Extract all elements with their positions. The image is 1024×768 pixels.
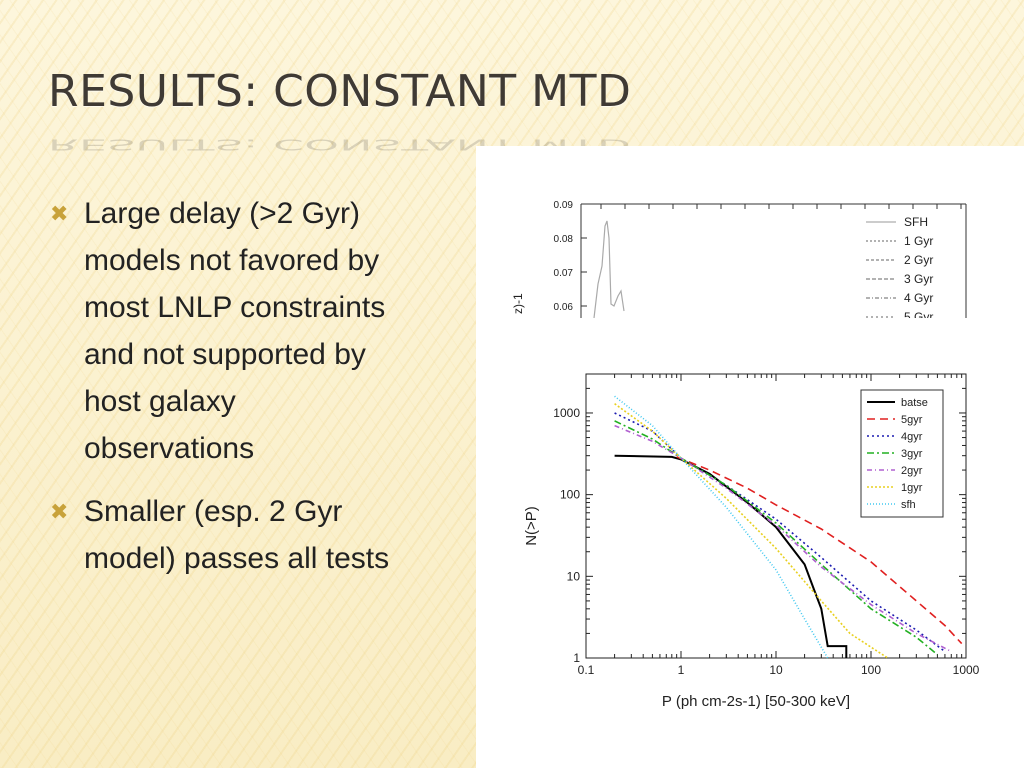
y-tick-label: 1 <box>573 651 580 665</box>
legend-entry: 3gyr <box>901 448 923 460</box>
x-tick-label: 100 <box>861 663 881 677</box>
x-tick-label: 0.1 <box>578 663 595 677</box>
bullet-item: ✖ Smaller (esp. 2 Gyr model) passes all … <box>48 488 478 582</box>
legend-entry: 2gyr <box>901 465 923 477</box>
bullet-line: observations <box>84 432 255 465</box>
y-tick-label: 0.07 <box>554 268 574 279</box>
y-tick-label: 0.06 <box>554 302 574 313</box>
series-line-sfh <box>614 395 829 659</box>
plot-frame <box>585 373 967 659</box>
legend-entry: 5gyr <box>901 414 923 426</box>
y-tick-label: 10 <box>567 569 581 583</box>
x-axis-label: P (ph cm-2s-1) [50-300 keV] <box>662 693 850 710</box>
bullet-list: ✖ Large delay (>2 Gyr) models not favore… <box>48 190 478 598</box>
sfh-spike-line <box>593 220 625 319</box>
legend-entry: sfh <box>901 499 916 511</box>
series-line-1gyr <box>614 403 889 659</box>
bullet-line: most LNLP constraints <box>84 291 386 324</box>
legend-entry: 4 Gyr <box>904 291 933 305</box>
series-line-5gyr <box>676 456 963 645</box>
bullet-line: model) passes all tests <box>84 542 390 575</box>
series-line-3gyr <box>614 420 938 656</box>
slide-title: Results: Constant MTD <box>48 66 632 117</box>
legend-entry: 3 Gyr <box>904 272 933 286</box>
bullet-line: Large delay (>2 Gyr) <box>84 197 360 230</box>
legend-entry: 4gyr <box>901 431 923 443</box>
legend-entry: batse <box>901 397 928 409</box>
y-tick-label: 100 <box>560 488 580 502</box>
y-tick-label: 1000 <box>553 406 580 420</box>
series-line-batse <box>614 454 848 658</box>
series-line-4gyr <box>614 412 946 653</box>
x-tick-label: 10 <box>769 663 783 677</box>
x-bullet-icon: ✖ <box>50 499 69 524</box>
legend-entry: 1 Gyr <box>904 234 933 248</box>
x-tick-label: 1000 <box>953 663 980 677</box>
bullet-line: models not favored by <box>84 244 380 277</box>
figure-panel: 0.09 0.08 0.07 0.06 z)-1 SFH 1 Gyr 2 Gyr 3 Gyr… <box>476 146 1024 768</box>
redshift-distribution-chart: 0.09 0.08 0.07 0.06 z)-1 SFH 1 Gyr 2 Gyr 3 Gyr… <box>476 146 1024 326</box>
x-tick-label: 1 <box>678 663 685 677</box>
legend-box <box>860 389 944 518</box>
bullet-line: host galaxy <box>84 385 236 418</box>
y-tick-label: 0.09 <box>554 200 574 211</box>
bullet-item: ✖ Large delay (>2 Gyr) models not favore… <box>48 190 478 472</box>
y-tick-label: 0.08 <box>554 234 574 245</box>
x-bullet-icon: ✖ <box>50 201 69 226</box>
bullet-line: Smaller (esp. 2 Gyr <box>84 495 343 528</box>
y-axis-label: N(>P) <box>523 506 540 546</box>
legend-entry: SFH <box>904 215 928 229</box>
y-axis-label: z)-1 <box>511 293 525 314</box>
series-line-2gyr <box>614 424 952 653</box>
legend-entry: 1gyr <box>901 482 923 494</box>
legend-entry: 2 Gyr <box>904 253 933 267</box>
bullet-line: and not supported by <box>84 338 366 371</box>
